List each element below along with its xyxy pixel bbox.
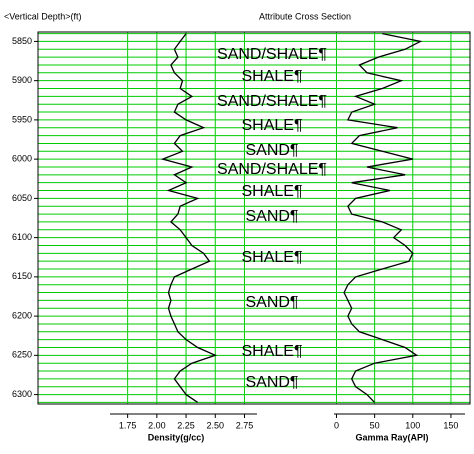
x-tick-label: 0 (334, 420, 339, 430)
y-tick-label: 5950 (12, 114, 32, 124)
x-tick-label: 50 (370, 420, 380, 430)
lithology-label: SAND¶ (245, 294, 298, 311)
chart-title: Attribute Cross Section (259, 11, 351, 21)
x-tick-label: 100 (405, 420, 420, 430)
y-tick-label: 5900 (12, 75, 32, 85)
y-axis-label: <Vertical Depth>(ft) (4, 11, 82, 21)
log-curve (160, 33, 218, 403)
x-tick-label: 2.25 (177, 420, 195, 430)
lithology-label: SHALE¶ (241, 343, 302, 360)
x-tick-label: 2.00 (148, 420, 166, 430)
x-tick-label: 1.75 (119, 420, 137, 430)
y-tick-label: 6150 (12, 271, 32, 281)
lithology-label: SAND¶ (245, 374, 298, 391)
plot-frame (37, 31, 471, 405)
y-tick-label: 6200 (12, 310, 32, 320)
x-tick-label: 2.75 (236, 420, 254, 430)
lithology-label: SAND¶ (245, 142, 298, 159)
lithology-label: SAND/SHALE¶ (217, 93, 327, 110)
lithology-label: SAND/SHALE¶ (217, 46, 327, 63)
lithology-label: SAND/SHALE¶ (217, 161, 327, 178)
lithology-label: SHALE¶ (241, 68, 302, 85)
log-curve (343, 32, 423, 403)
lithology-label: SHALE¶ (241, 183, 302, 200)
y-tick-label: 6300 (12, 389, 32, 399)
y-tick-label: 6250 (12, 350, 32, 360)
lithology-label: SHALE¶ (241, 249, 302, 266)
y-tick-label: 6000 (12, 154, 32, 164)
y-tick-label: 6100 (12, 232, 32, 242)
y-tick-label: 6050 (12, 193, 32, 203)
x-tick-label: 150 (443, 420, 458, 430)
x-axis-label: Density(g/cc) (148, 432, 205, 442)
x-tick-label: 2.50 (206, 420, 224, 430)
y-tick-label: 5850 (12, 36, 32, 46)
lithology-label: SAND¶ (245, 208, 298, 225)
lithology-label: SHALE¶ (241, 117, 302, 134)
x-axis-label: Gamma Ray(API) (355, 432, 428, 442)
